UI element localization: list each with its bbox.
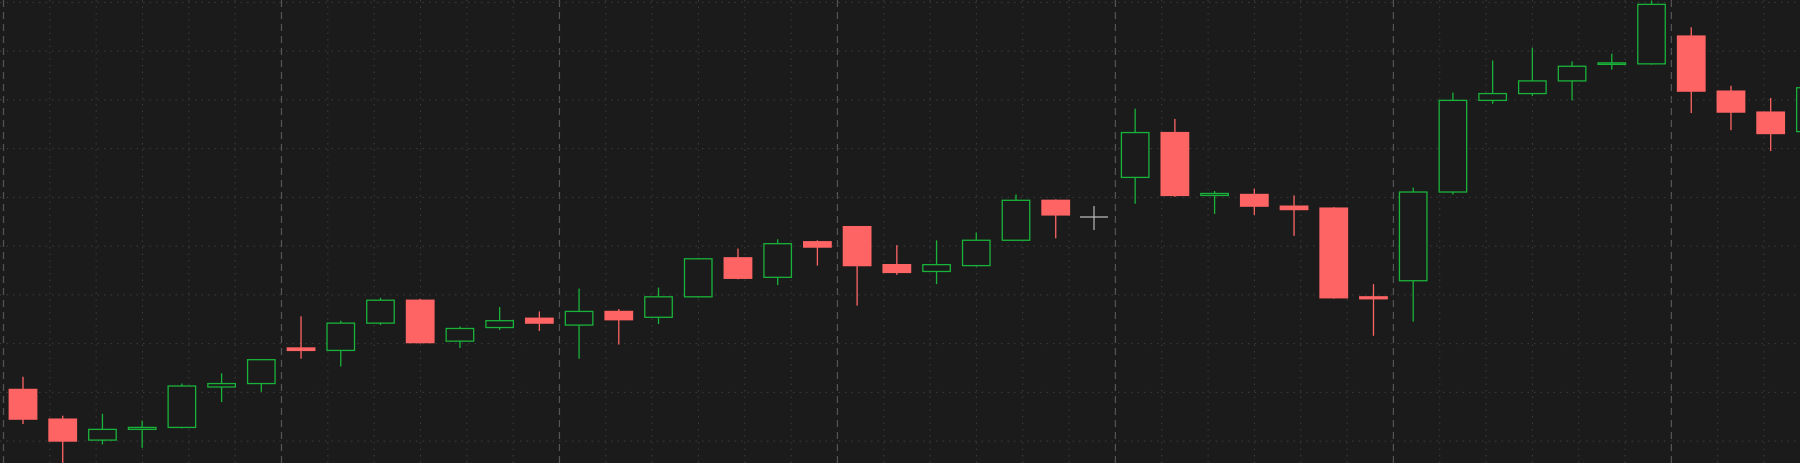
candle-body xyxy=(922,263,951,273)
candle-body xyxy=(1756,111,1786,135)
candle-body xyxy=(48,418,78,442)
candle-body xyxy=(1478,92,1508,102)
candle-body xyxy=(1557,65,1587,82)
candle-body xyxy=(1716,90,1746,113)
candle-body xyxy=(564,310,594,326)
candle-body xyxy=(1041,199,1071,216)
candle-body xyxy=(604,310,634,321)
candle-body xyxy=(1319,207,1349,299)
candle-body xyxy=(842,225,872,267)
candle-body xyxy=(1279,205,1309,211)
candle-body xyxy=(1200,192,1229,197)
candle-body xyxy=(88,428,117,441)
candle-body xyxy=(1597,62,1627,66)
candle-body xyxy=(961,239,991,267)
candle-body xyxy=(1120,131,1150,179)
candle-body xyxy=(1438,99,1468,193)
candles xyxy=(8,0,1800,463)
candle-body xyxy=(1676,35,1706,92)
candle-body xyxy=(1517,80,1547,95)
candle-body xyxy=(1398,191,1428,282)
candle-body xyxy=(286,347,316,352)
candle-body xyxy=(485,320,515,329)
candle-body xyxy=(1637,3,1666,65)
candle-body xyxy=(167,385,197,429)
candle-body xyxy=(1796,87,1800,133)
candle-body xyxy=(8,388,38,420)
candle-body xyxy=(524,317,554,324)
candle-body xyxy=(763,243,793,278)
candle-body xyxy=(1001,199,1031,241)
horizontal-grid xyxy=(0,1,1800,442)
candle-body xyxy=(644,296,673,318)
candle-body xyxy=(246,359,276,385)
candle-body xyxy=(326,322,356,352)
candle-body xyxy=(207,382,237,388)
cursor xyxy=(1080,206,1108,230)
candle-body xyxy=(405,299,435,344)
candle-body xyxy=(127,426,157,431)
candle-body xyxy=(723,257,753,279)
candle-body xyxy=(445,327,475,342)
vertical-grid xyxy=(2,0,1765,463)
candle-body xyxy=(1359,296,1388,300)
candle-body xyxy=(683,258,713,298)
candle-body xyxy=(1160,131,1190,197)
candle-body xyxy=(1239,193,1269,207)
candle-body xyxy=(803,241,832,248)
candle-body xyxy=(882,263,912,274)
candle-body xyxy=(366,299,395,324)
